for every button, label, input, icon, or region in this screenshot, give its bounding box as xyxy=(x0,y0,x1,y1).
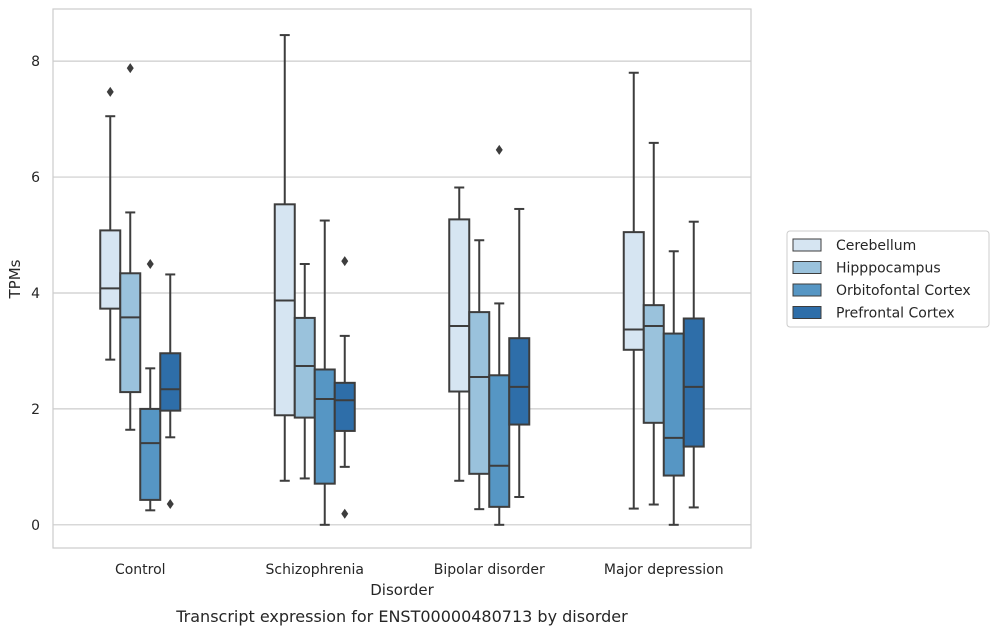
box-iqr xyxy=(119,272,142,394)
y-tick-label: 2 xyxy=(31,402,40,418)
box-series xyxy=(99,34,705,526)
box-iqr xyxy=(642,304,665,424)
x-tick-label: Control xyxy=(115,562,166,578)
box-major-depression-hipppocampus xyxy=(642,141,665,506)
box-control-prefrontal-cortex xyxy=(159,273,182,509)
legend-label: Hipppocampus xyxy=(836,261,941,277)
box-schizophrenia-prefrontal-cortex xyxy=(333,256,356,519)
box-iqr xyxy=(682,317,705,448)
legend-frame xyxy=(786,230,990,328)
box-bipolar-disorder-cerebellum xyxy=(448,186,471,482)
y-tick-label: 8 xyxy=(31,54,40,70)
box-iqr xyxy=(293,316,316,419)
box-iqr xyxy=(622,231,645,351)
legend-swatch xyxy=(792,283,822,297)
legend-label: Cerebellum xyxy=(836,238,916,254)
y-tick-label: 0 xyxy=(31,518,40,534)
legend-item: Orbitofontal Cortex xyxy=(792,283,971,299)
box-iqr xyxy=(508,337,531,426)
outlier-point xyxy=(166,498,174,509)
x-tick-label: Bipolar disorder xyxy=(434,562,545,578)
outlier-point xyxy=(495,144,503,155)
box-iqr xyxy=(139,407,162,501)
box-schizophrenia-cerebellum xyxy=(273,34,296,482)
outlier-point xyxy=(106,86,114,97)
outlier-point xyxy=(341,256,349,267)
box-bipolar-disorder-prefrontal-cortex xyxy=(508,207,531,498)
x-tick-label: Schizophrenia xyxy=(266,562,364,578)
box-iqr xyxy=(333,381,356,432)
x-tick-label: Major depression xyxy=(604,562,724,578)
legend-item: Hipppocampus xyxy=(792,261,941,277)
box-iqr xyxy=(313,368,336,485)
box-control-hipppocampus xyxy=(119,63,142,431)
box-iqr xyxy=(159,352,182,412)
box-major-depression-cerebellum xyxy=(622,71,645,510)
legend-swatch xyxy=(792,306,822,319)
box-bipolar-disorder-orbitofontal-cortex xyxy=(488,144,511,526)
box-control-orbitofontal-cortex xyxy=(139,259,162,512)
outlier-point xyxy=(146,259,154,270)
legend-label: Orbitofontal Cortex xyxy=(836,283,971,299)
box-iqr xyxy=(468,311,491,475)
y-axis-label: TPMs xyxy=(6,259,24,299)
legend-item: Prefrontal Cortex xyxy=(792,306,955,322)
x-axis-label: Disorder xyxy=(370,581,434,599)
legend-swatch xyxy=(792,238,822,252)
outlier-point xyxy=(341,508,349,519)
y-tick-labels: 0 2 4 6 8 xyxy=(31,54,40,534)
outlier-point xyxy=(126,63,134,74)
x-tick-labels: Control Schizophrenia Bipolar disorder Majo… xyxy=(115,562,724,578)
box-schizophrenia-hipppocampus xyxy=(293,263,316,480)
legend-label: Prefrontal Cortex xyxy=(836,306,955,322)
legend: Cerebellum Hipppocampus Orbitofontal Corte… xyxy=(786,230,990,328)
y-tick-label: 4 xyxy=(31,286,40,302)
box-iqr xyxy=(273,203,296,417)
legend-item: Cerebellum xyxy=(792,238,916,254)
box-iqr xyxy=(448,218,471,393)
box-major-depression-prefrontal-cortex xyxy=(682,220,705,509)
y-tick-label: 6 xyxy=(31,170,40,186)
legend-swatch xyxy=(792,261,822,274)
box-control-cerebellum xyxy=(99,86,122,361)
chart-caption: Transcript expression for ENST0000048071… xyxy=(175,607,628,626)
box-iqr xyxy=(488,374,511,508)
box-iqr xyxy=(99,229,122,310)
box-iqr xyxy=(662,332,685,477)
